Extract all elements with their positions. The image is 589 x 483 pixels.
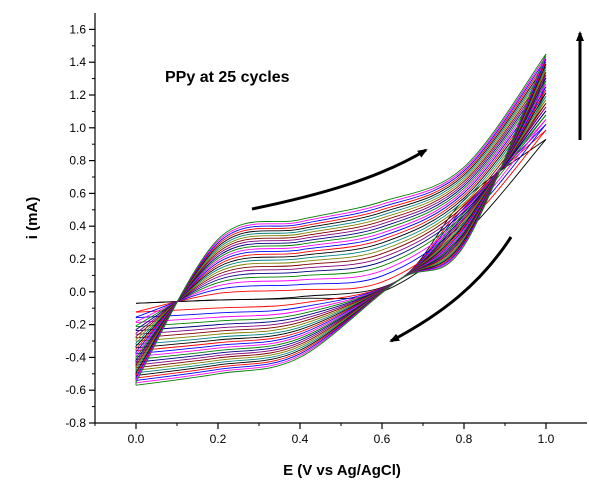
- arrows: [251, 31, 584, 343]
- y-tick-label: 1.0: [69, 121, 86, 135]
- x-tick-label: 0.0: [128, 432, 145, 446]
- cv-cycle-reverse: [135, 103, 547, 339]
- y-tick-label: 0.4: [69, 219, 86, 233]
- forward-scan-arrow: [251, 148, 428, 211]
- x-tick-label: 0.8: [456, 432, 473, 446]
- cv-cycle-forward: [135, 69, 547, 368]
- cv-cycle-forward: [135, 86, 547, 353]
- y-tick-label: 1.2: [69, 88, 86, 102]
- cv-cycle-reverse: [135, 138, 547, 304]
- y-tick-label: 0.8: [69, 154, 86, 168]
- cv-cycle-forward: [135, 106, 547, 334]
- cv-cycle-forward: [135, 103, 547, 337]
- cv-cycle-reverse: [135, 83, 547, 358]
- y-tick-label: 0.6: [69, 186, 86, 200]
- y-tick-label: -0.2: [65, 318, 86, 332]
- cv-cycle-reverse: [135, 61, 547, 379]
- cv-cycle-reverse: [135, 110, 547, 332]
- y-tick-label: 1.4: [69, 55, 86, 69]
- cv-cycle-forward: [135, 58, 547, 378]
- annotation-text: PPy at 25 cycles: [165, 69, 290, 86]
- cv-cycle-reverse: [135, 119, 547, 323]
- cv-cycle-forward: [135, 61, 547, 376]
- cv-cycle-forward: [135, 63, 547, 373]
- y-tick-label: -0.4: [65, 350, 86, 364]
- x-axis-title: E (V vs Ag/AgCl): [283, 462, 401, 479]
- cv-cycle-reverse: [135, 80, 547, 360]
- cv-cycle-forward: [135, 83, 547, 355]
- x-tick-label: 1.0: [538, 432, 555, 446]
- x-tick-label: 0.6: [374, 432, 391, 446]
- cv-cycle-reverse: [135, 123, 547, 319]
- cv-cycle-forward: [135, 56, 547, 380]
- cv-cycle-forward: [135, 89, 547, 350]
- cv-cycle-reverse: [135, 106, 547, 335]
- cv-cycle-reverse: [135, 58, 547, 381]
- cv-cycle-forward: [135, 80, 547, 358]
- ticks: 0.0 0.2 0.4 0.6 0.8 1.0 -0.8 -0.6 -0.4 -0.2 0.0 0.2…: [65, 22, 554, 446]
- cv-cycle-reverse: [135, 89, 547, 352]
- cv-cycle-forward: [135, 66, 547, 371]
- y-tick-label: -0.8: [65, 416, 86, 430]
- y-tick-label: 1.6: [69, 22, 86, 36]
- cv-cycle-forward: [135, 72, 547, 366]
- y-tick-label: 0.0: [69, 285, 86, 299]
- cv-cycle-reverse: [135, 64, 547, 376]
- reverse-scan-arrow: [389, 236, 513, 343]
- x-tick-label: 0.4: [292, 432, 309, 446]
- y-tick-label: -0.6: [65, 383, 86, 397]
- cv-cycle-forward: [135, 99, 547, 341]
- cv-cycle-reverse: [135, 53, 547, 386]
- cv-cycle-forward: [135, 92, 547, 347]
- cv-cycle-forward: [135, 77, 547, 361]
- cv-cycle-forward: [135, 74, 547, 363]
- y-tick-label: 0.2: [69, 252, 86, 266]
- x-tick-label: 0.2: [210, 432, 227, 446]
- cv-curves: [135, 53, 547, 386]
- cv-cycle-forward: [135, 53, 547, 383]
- cv-cycle-forward: [135, 96, 547, 344]
- y-axis-title: i (mA): [24, 197, 41, 240]
